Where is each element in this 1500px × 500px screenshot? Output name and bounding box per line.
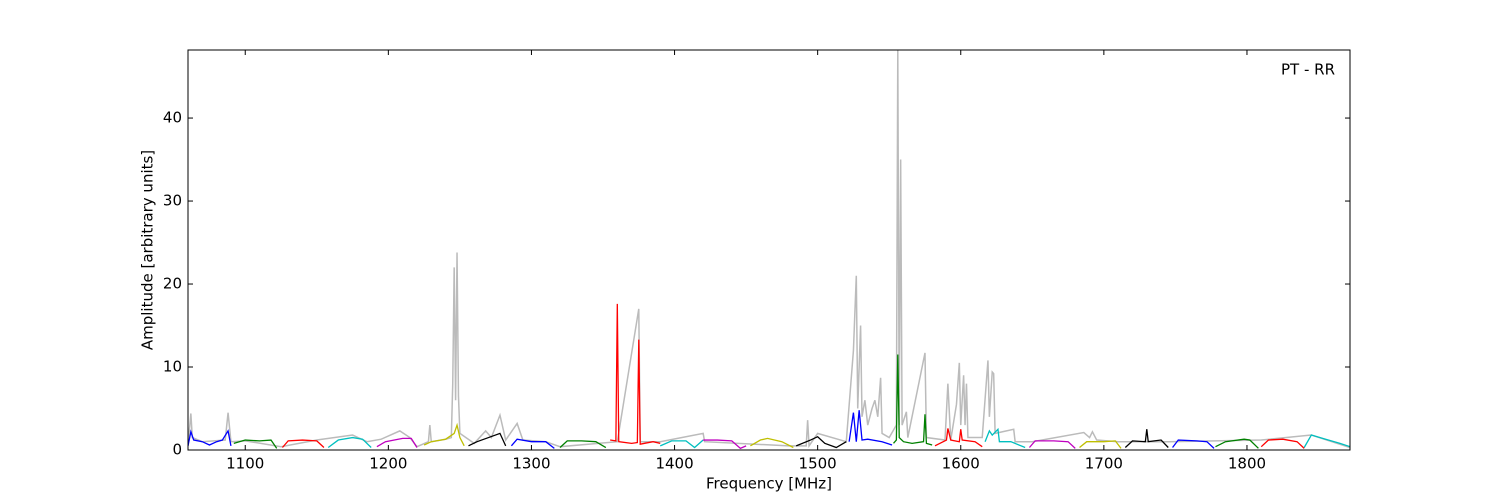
spectrum-line [1215, 438, 1259, 449]
spectrum-line [750, 437, 794, 449]
y-tick-label: 40 [163, 109, 182, 127]
spectrum-line [559, 440, 607, 449]
spectrum-line [188, 429, 232, 446]
y-tick-label: 30 [163, 192, 182, 210]
spectrum-line [376, 437, 418, 448]
spectrum-line [327, 436, 372, 449]
spectrum-line [1172, 439, 1215, 449]
x-axis-label: Frequency [MHz] [706, 475, 832, 493]
x-tick-label: 1400 [655, 455, 693, 473]
spectrum-line [703, 439, 747, 450]
x-tick-label: 1600 [942, 455, 980, 473]
spectrum-line [934, 428, 983, 448]
plot-frame [187, 49, 1351, 451]
x-tick-label: 1100 [226, 455, 264, 473]
spectrum-line [795, 435, 847, 449]
spectrum-line [510, 438, 555, 449]
x-tick-label: 1500 [799, 455, 837, 473]
x-tick-label: 1800 [1228, 455, 1266, 473]
x-tick-label: 1300 [512, 455, 550, 473]
spectrum-line [233, 439, 278, 449]
spectrum-line [1260, 438, 1305, 449]
spectrum-line [984, 427, 1026, 449]
spectrum-line [659, 439, 704, 449]
spectrum-line [1028, 440, 1076, 449]
spectrum-line [468, 432, 507, 447]
spectrum-line [1079, 440, 1122, 449]
y-tick-label: 10 [163, 358, 182, 376]
spectrum-line [188, 50, 1350, 449]
y-tick-label: 0 [172, 441, 182, 459]
spectrum-line [1124, 429, 1169, 448]
spectrum-line [423, 422, 465, 447]
annotation: PT - RR [1281, 61, 1335, 79]
spectrum-line [893, 354, 933, 446]
spectrum-line [610, 303, 661, 445]
x-tick-label: 1700 [1085, 455, 1123, 473]
spectrum-line [281, 439, 325, 448]
y-tick-label: 20 [163, 275, 182, 293]
spectrum-line [848, 410, 893, 446]
x-tick-label: 1200 [369, 455, 407, 473]
spectrum-line [1303, 434, 1350, 448]
y-axis-label: Amplitude [arbitrary units] [139, 150, 157, 350]
